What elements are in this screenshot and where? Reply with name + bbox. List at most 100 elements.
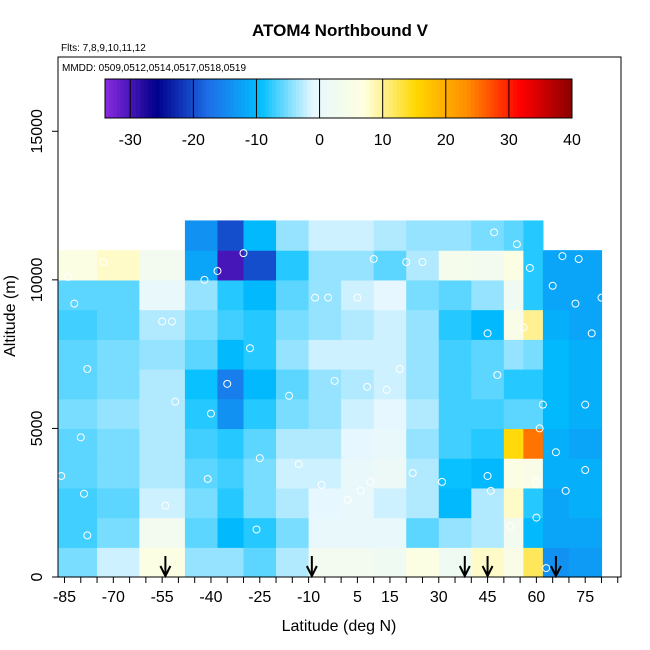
colorbar-segment — [548, 79, 554, 118]
track-point — [525, 263, 534, 272]
heatmap-cell — [503, 309, 524, 340]
colorbar-segment — [307, 79, 312, 118]
colorbar-segment — [478, 79, 483, 118]
colorbar-segment — [564, 79, 569, 118]
heatmap-cell — [184, 369, 219, 400]
colorbar-segment — [451, 79, 456, 118]
heatmap-cell — [341, 458, 375, 489]
colorbar-segment — [416, 79, 421, 118]
heatmap-cell — [58, 309, 98, 340]
heatmap-cell — [243, 398, 277, 430]
track-point — [330, 376, 339, 385]
heatmap-cell — [406, 547, 440, 578]
heatmap-cell — [58, 398, 98, 430]
colorbar-segment — [396, 79, 402, 118]
heatmap-cell — [542, 369, 570, 400]
heatmap-cell — [341, 369, 375, 400]
profile-arrow-head — [305, 565, 318, 579]
colorbar-segment — [287, 79, 293, 118]
colorbar-segment — [338, 79, 343, 118]
track-point — [200, 275, 209, 284]
heatmap-cell — [243, 487, 277, 519]
colorbar-segment — [299, 79, 304, 118]
heatmap-cell — [373, 458, 407, 489]
track-point — [213, 266, 222, 275]
track-point — [548, 281, 557, 290]
heatmap-cell — [373, 220, 407, 251]
colorbar-segment — [377, 79, 382, 118]
heatmap-cell — [471, 428, 505, 459]
y-tick-label: 5000 — [29, 411, 46, 447]
colorbar-segment — [178, 79, 184, 118]
heatmap-cell — [406, 398, 440, 430]
heatmap-cell — [217, 250, 245, 281]
y-tick-label: 10000 — [29, 258, 46, 303]
colorbar-segment — [291, 79, 297, 118]
heatmap-cell — [542, 517, 570, 548]
track-point — [80, 489, 89, 498]
heatmap-cell — [406, 309, 440, 340]
track-point — [535, 424, 544, 433]
track-point — [483, 471, 492, 480]
colorbar-segment — [175, 79, 180, 118]
colorbar-segment — [455, 79, 460, 118]
heatmap-cell — [58, 369, 98, 400]
heatmap-cell — [243, 339, 277, 370]
heatmap-cell — [438, 517, 472, 548]
heatmap-cell — [217, 547, 245, 578]
x-tick-label: 75 — [576, 589, 594, 606]
track-point — [343, 495, 352, 504]
colorbar-segment — [112, 79, 118, 118]
colorbar-segment — [155, 79, 160, 118]
colorbar-segment — [303, 79, 308, 118]
heatmap-cell — [341, 279, 375, 311]
colorbar-segment — [108, 79, 114, 118]
x-axis: -85 -70 -55 -40 -25 -10 5 15 30 45 60 75 — [53, 577, 619, 606]
colorbar-segment — [424, 79, 429, 118]
heatmap-cell — [276, 517, 310, 548]
heatmap-cell — [58, 279, 98, 311]
heatmap-cell — [276, 398, 310, 430]
heatmap-cell — [373, 309, 407, 340]
track-point — [99, 258, 108, 267]
track-point — [63, 272, 72, 281]
heatmap-cell — [97, 398, 140, 430]
colorbar-segment — [136, 79, 141, 118]
heatmap-cell — [471, 309, 505, 340]
colorbar-segment — [435, 79, 441, 118]
heatmap-cell — [503, 398, 524, 430]
x-tick-label: 60 — [527, 589, 545, 606]
flight-track-points — [57, 228, 619, 573]
track-point — [506, 522, 515, 531]
track-point — [317, 480, 326, 489]
heatmap-cell — [373, 339, 407, 370]
heatmap-cell — [568, 250, 603, 281]
heatmap-cell — [139, 279, 186, 311]
heatmap-cell — [471, 398, 505, 430]
heatmap-cell — [97, 458, 140, 489]
heatmap-cell — [406, 517, 440, 548]
colorbar-tick-label: 10 — [374, 132, 392, 149]
heatmap-cell — [406, 458, 440, 489]
track-point — [574, 255, 583, 264]
track-point — [587, 329, 596, 338]
x-tick-label: 5 — [353, 589, 362, 606]
colorbar-segment — [237, 79, 242, 118]
colorbar-segment — [392, 79, 398, 118]
colorbar-segment — [182, 79, 188, 118]
colorbar-segment — [210, 79, 215, 118]
colorbar-segment — [105, 79, 110, 118]
heatmap-cell — [373, 487, 407, 519]
heatmap-cell — [471, 220, 505, 251]
heatmap-cell — [243, 279, 277, 311]
heatmap-cell — [438, 339, 472, 370]
heatmap-cell — [217, 309, 245, 340]
heatmap-cell — [184, 339, 219, 370]
colorbar-segment — [163, 79, 168, 118]
colorbar-segment — [431, 79, 437, 118]
heatmap-cell — [373, 250, 407, 281]
track-point — [382, 385, 391, 394]
colorbar-segment — [428, 79, 433, 118]
profile-arrow-head — [481, 565, 494, 579]
